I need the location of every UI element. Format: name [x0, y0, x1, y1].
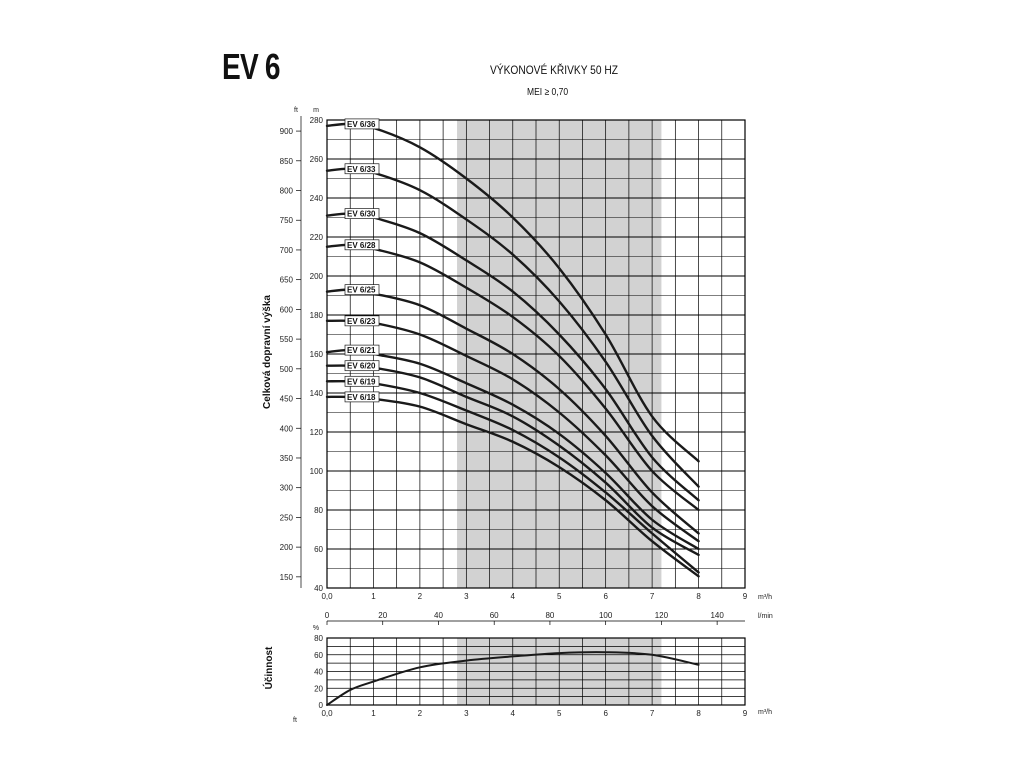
x-tick-label-m3h: 5	[557, 592, 562, 601]
x-tick-label-m3h: 9	[743, 592, 748, 601]
y-tick-label-ft: 250	[280, 513, 294, 522]
model-title: EV 6	[222, 46, 281, 87]
y-tick-label-ft: 850	[280, 157, 294, 166]
x-tick-label-lmin: 140	[710, 611, 724, 620]
curve-label-box	[344, 360, 380, 372]
curve-label: EV 6/19	[347, 377, 376, 386]
eff-x-tick-label: 2	[418, 709, 423, 718]
y-tick-label-ft: 450	[280, 395, 294, 404]
x-tick-label-lmin: 0	[325, 611, 330, 620]
y-tick-label-m: 100	[310, 467, 324, 476]
y-unit-m: m	[313, 107, 319, 114]
y-tick-label-m: 260	[310, 155, 324, 164]
eff-y-axis-title: Účinnost	[262, 646, 275, 689]
curve-label-box	[344, 375, 380, 387]
curve-label: EV 6/25	[347, 286, 376, 295]
x-tick-label-lmin: 40	[434, 611, 443, 620]
y-tick-label-ft: 750	[280, 216, 294, 225]
y-tick-label-m: 160	[310, 350, 324, 359]
x-tick-label-lmin: 120	[655, 611, 669, 620]
y-tick-label-m: 40	[314, 584, 323, 593]
eff-y-unit: %	[313, 625, 319, 632]
y-tick-label-ft: 600	[280, 305, 294, 314]
curve-label-box	[344, 284, 380, 295]
y-tick-label-ft: 300	[280, 484, 294, 493]
y-tick-label-m: 80	[314, 506, 323, 515]
y-tick-label-m: 60	[314, 545, 323, 554]
y-tick-label-ft: 550	[280, 335, 294, 344]
y-tick-label-m: 240	[310, 194, 324, 203]
curve-label-box	[344, 315, 380, 327]
head-plot-frame	[326, 119, 746, 589]
eff-x-tick-label: 1	[371, 709, 376, 718]
eff-x-unit: m³/h	[758, 709, 772, 716]
curve-label: EV 6/23	[347, 317, 376, 326]
y-tick-label-ft: 900	[280, 127, 294, 136]
eff-x-tick-label: 5	[557, 709, 562, 718]
y-unit-ft: ft	[294, 107, 298, 114]
curve-label-box	[344, 208, 380, 219]
y-tick-label-ft: 700	[280, 246, 294, 255]
y-tick-label-ft: 650	[280, 276, 294, 285]
y-tick-label-ft: 350	[280, 454, 294, 463]
curve-label: EV 6/33	[347, 165, 376, 174]
x-tick-label-m3h: 6	[603, 592, 608, 601]
chart-title: VÝKONOVÉ KŘIVKY 50 HZ	[490, 63, 618, 77]
eff-y-tick-label: 0	[319, 701, 324, 710]
x-tick-label-lmin: 80	[545, 611, 554, 620]
eff-left-unit: ft	[293, 717, 297, 724]
eff-x-tick-label: 9	[743, 709, 748, 718]
x-tick-label-lmin: 60	[490, 611, 499, 620]
chart-subtitle: MEI ≥ 0,70	[527, 87, 569, 98]
y-tick-label-ft: 800	[280, 187, 294, 196]
eff-x-tick-label: 8	[696, 709, 701, 718]
curve-label: EV 6/21	[347, 346, 376, 355]
eff-x-tick-label: 7	[650, 709, 655, 718]
y-tick-label-ft: 400	[280, 424, 294, 433]
y-tick-label-m: 280	[310, 116, 324, 125]
y-axis-title: Celková dopravní výška	[262, 295, 273, 409]
x-tick-label-lmin: 100	[599, 611, 613, 620]
x-tick-label-m3h: 8	[696, 592, 701, 601]
curve-label: EV 6/18	[347, 393, 376, 402]
x-tick-label-m3h: 4	[511, 592, 516, 601]
y-tick-label-m: 200	[310, 272, 324, 281]
curve-label-box	[344, 391, 380, 403]
y-tick-label-m: 120	[310, 428, 324, 437]
eff-y-tick-label: 80	[314, 634, 323, 643]
curve-label: EV 6/36	[347, 120, 376, 129]
curve-label: EV 6/30	[347, 210, 376, 219]
y-tick-label-m: 180	[310, 311, 324, 320]
eff-x-tick-label: 3	[464, 709, 469, 718]
efficiency-curve-line	[326, 651, 700, 706]
y-tick-label-ft: 150	[280, 573, 294, 582]
x-tick-label-m3h: 1	[371, 592, 376, 601]
x-tick-label-m3h: 0,0	[321, 592, 333, 601]
eff-plot-frame	[326, 637, 746, 706]
x-unit-m3h: m³/h	[758, 594, 772, 601]
eff-y-tick-label: 20	[314, 684, 323, 693]
x-tick-label-m3h: 3	[464, 592, 469, 601]
y-tick-label-m: 220	[310, 233, 324, 242]
x-tick-label-m3h: 2	[418, 592, 423, 601]
curve-label-box	[344, 118, 380, 130]
eff-y-tick-label: 60	[314, 651, 323, 660]
curve-label: EV 6/28	[347, 241, 376, 250]
curve-label-box	[344, 163, 380, 175]
eff-y-tick-label: 40	[314, 668, 323, 677]
eff-x-tick-label: 6	[603, 709, 608, 718]
x-tick-label-m3h: 7	[650, 592, 655, 601]
curve-label: EV 6/20	[347, 362, 376, 371]
x-unit-lmin: l/min	[758, 613, 773, 620]
y-tick-label-ft: 500	[280, 365, 294, 374]
y-tick-label-m: 140	[310, 389, 324, 398]
eff-x-tick-label: 4	[511, 709, 516, 718]
eff-x-tick-label: 0,0	[321, 709, 333, 718]
curve-label-box	[344, 344, 380, 356]
curve-label-box	[344, 239, 380, 251]
x-tick-label-lmin: 20	[378, 611, 387, 620]
y-tick-label-ft: 200	[280, 543, 294, 552]
